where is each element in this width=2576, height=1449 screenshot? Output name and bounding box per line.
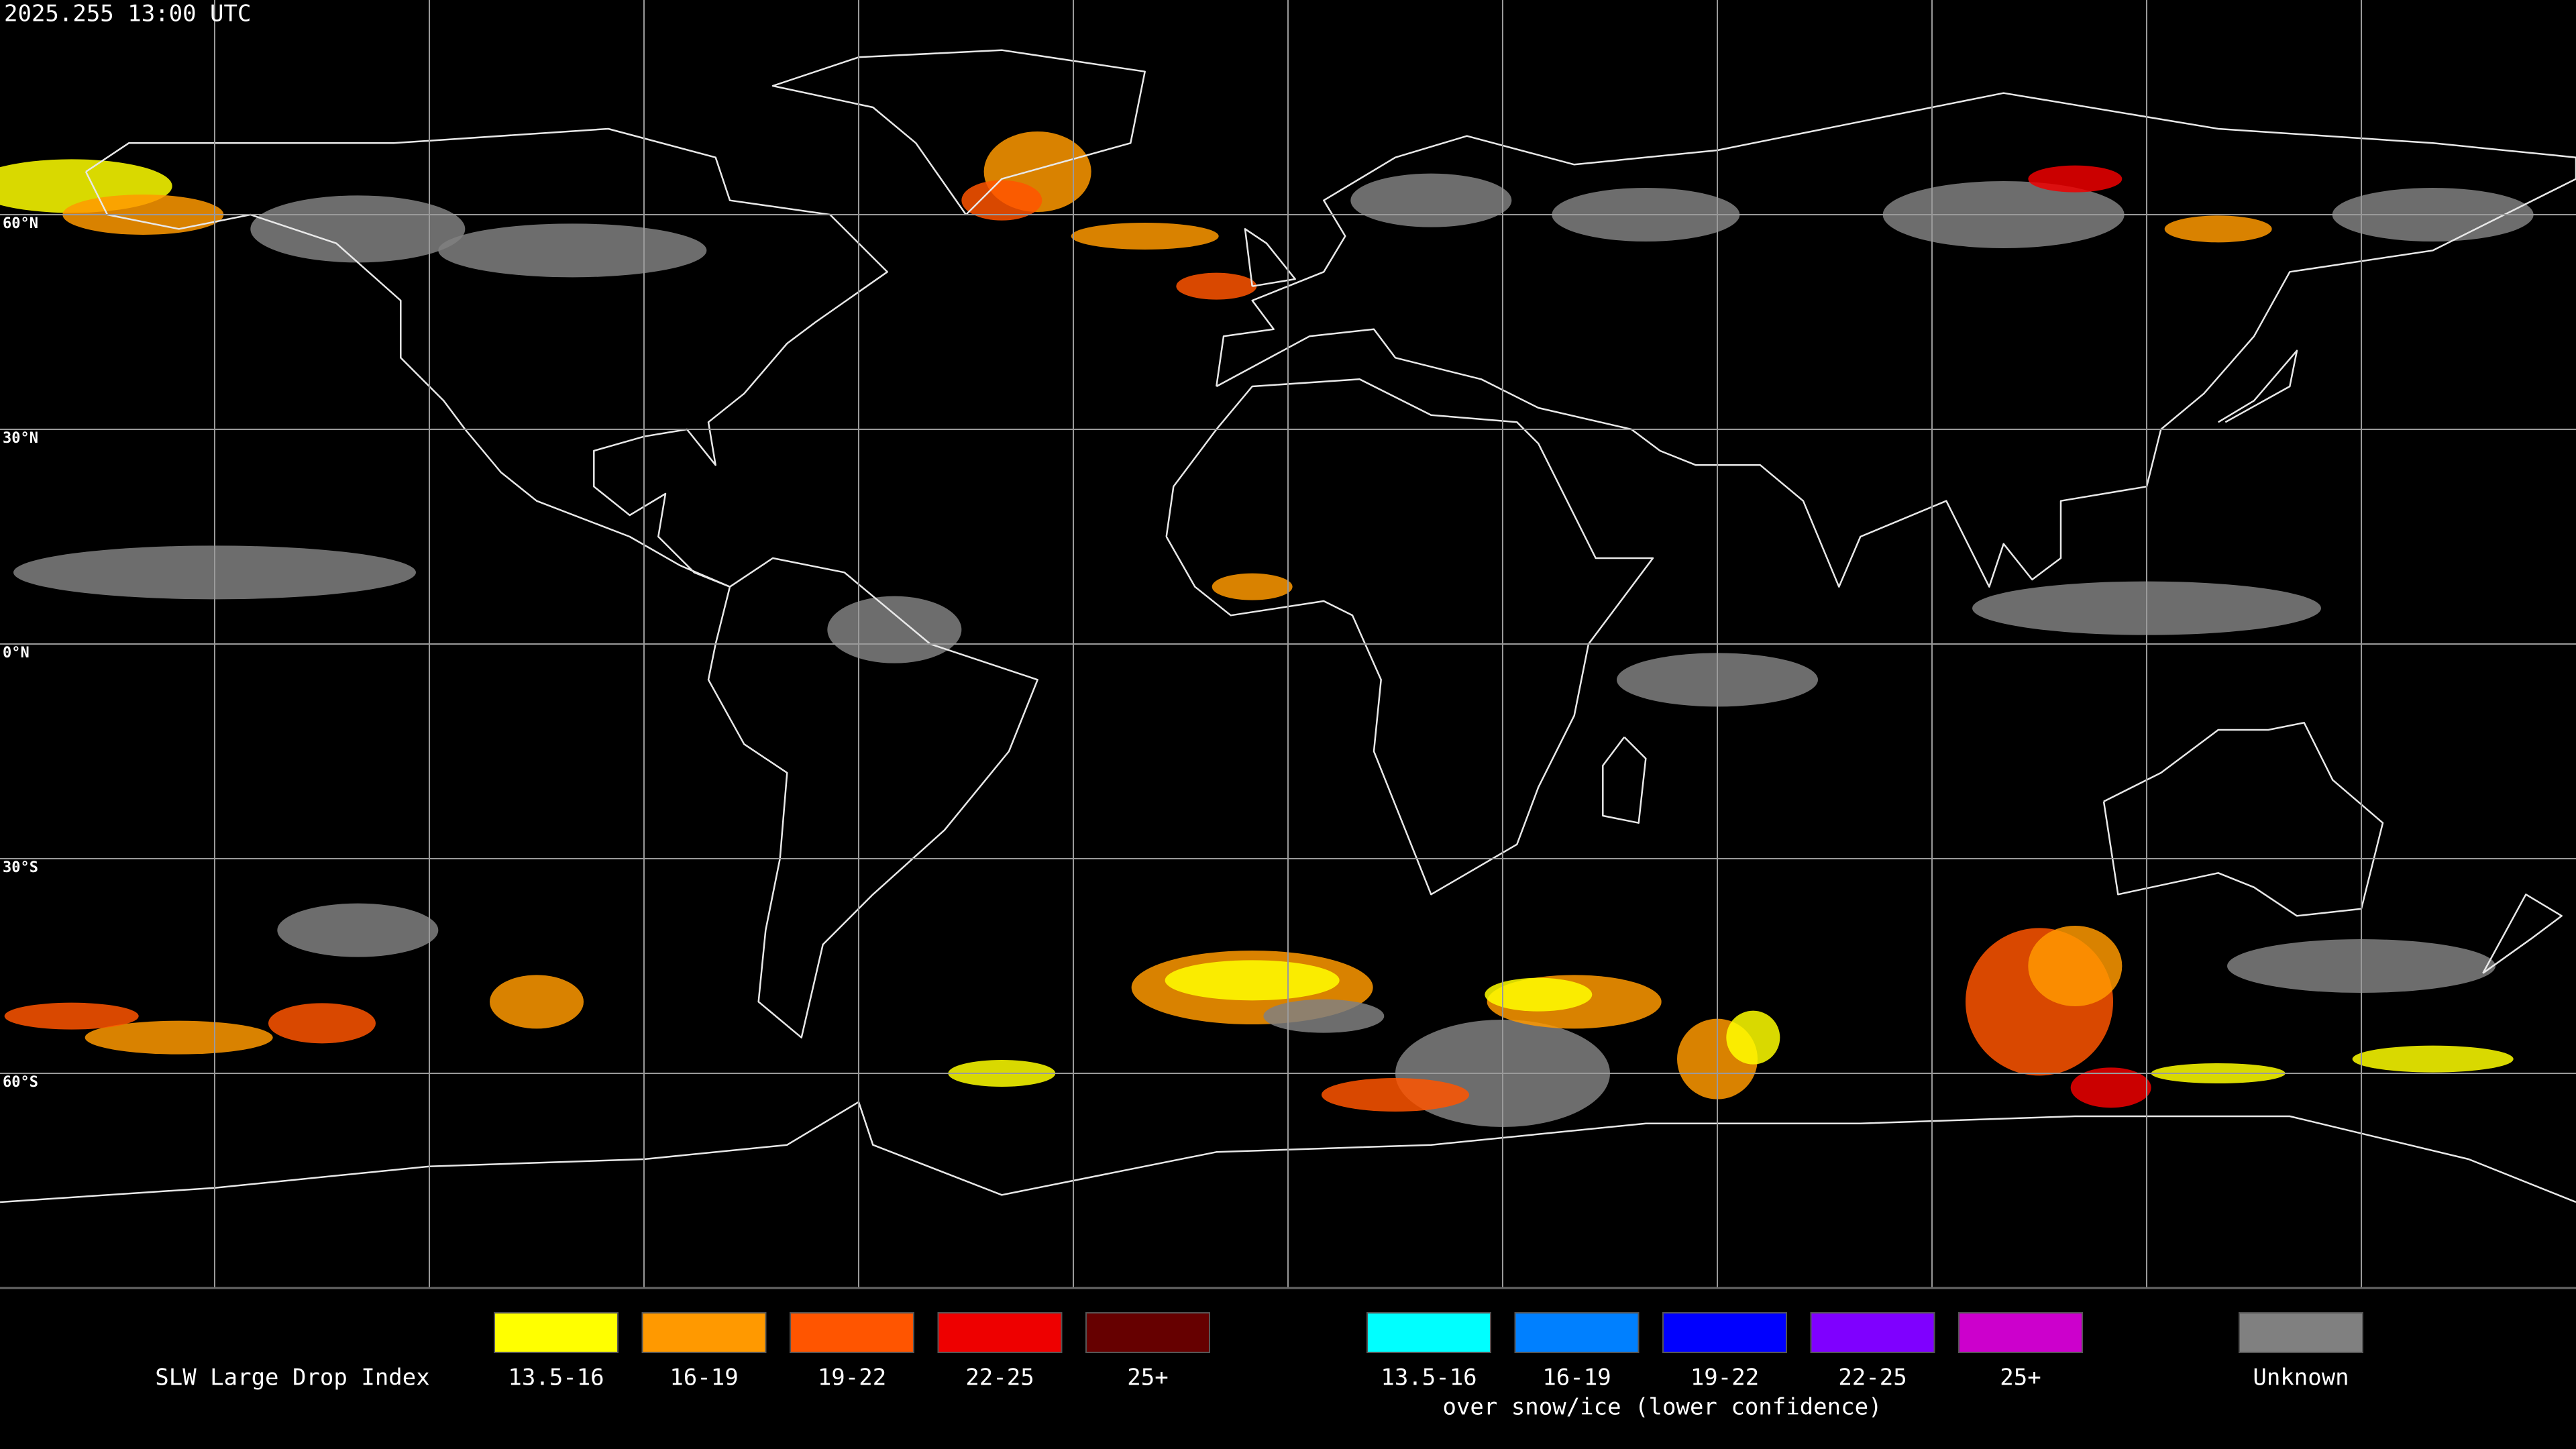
cloud-patch <box>4 1002 139 1030</box>
legend-label: 19-22 <box>1690 1364 1759 1391</box>
coastline <box>2218 350 2298 423</box>
coastlines <box>0 49 2576 1203</box>
legend-label: Unknown <box>2253 1364 2349 1391</box>
legend-label: 25+ <box>1127 1364 1168 1391</box>
coastline <box>1244 228 1296 287</box>
cloud-patch <box>2352 1045 2514 1073</box>
legend-swatch <box>1366 1312 1491 1353</box>
legend-label: 13.5-16 <box>508 1364 604 1391</box>
legend-swatch <box>641 1312 767 1353</box>
cloud-patch <box>438 223 707 278</box>
legend-caption: over snow/ice (lower confidence) <box>1442 1394 1882 1421</box>
cloud-patch <box>2028 165 2123 193</box>
legend-label: 16-19 <box>1542 1364 1611 1391</box>
legend-title: SLW Large Drop Index <box>155 1364 429 1391</box>
cloud-patch <box>1263 999 1385 1033</box>
cloud-patch <box>961 180 1042 221</box>
legend-label: 13.5-16 <box>1381 1364 1477 1391</box>
cloud-patch <box>827 596 962 663</box>
cloud-patch <box>1485 977 1593 1012</box>
legend-swatch <box>1085 1312 1210 1353</box>
coastline <box>771 49 1146 215</box>
coastline <box>2102 722 2384 917</box>
graticule <box>0 0 2576 1288</box>
cloud-patch <box>1212 573 1293 600</box>
cloud-patch <box>2164 215 2272 243</box>
cloud-patch <box>85 1020 273 1055</box>
legend-swatch <box>1810 1312 1935 1353</box>
coastline <box>1602 736 1647 824</box>
cloud-patch <box>1322 1078 1469 1112</box>
coastline <box>707 557 1038 1038</box>
latitude-label: 30°N <box>3 430 38 447</box>
cloud-patch <box>1165 960 1340 1001</box>
cloud-patch <box>1071 223 1219 250</box>
cloud-patch <box>250 195 466 263</box>
cloud-patch <box>2028 926 2123 1006</box>
latitude-label: 60°S <box>3 1074 38 1091</box>
legend-swatch <box>790 1312 914 1353</box>
legend-swatch <box>2239 1312 2363 1353</box>
legend-swatch <box>937 1312 1063 1353</box>
legend-swatch <box>1514 1312 1640 1353</box>
coastline <box>1216 92 2576 588</box>
coastline <box>1165 378 1654 896</box>
legend-label: 19-22 <box>818 1364 886 1391</box>
coastline <box>2482 894 2563 974</box>
cloud-patch <box>277 903 439 957</box>
cloud-patch <box>2070 1067 2151 1108</box>
legend-label: 25+ <box>2000 1364 2041 1391</box>
cloud-patch <box>490 975 584 1029</box>
coastline <box>85 127 888 588</box>
legend-swatch <box>494 1312 619 1353</box>
coastline <box>0 1101 2576 1203</box>
latitude-label: 30°S <box>3 859 38 876</box>
legend: SLW Large Drop Index over snow/ice (lowe… <box>155 1312 2363 1421</box>
legend-swatch <box>1662 1312 1787 1353</box>
legend-label: 22-25 <box>965 1364 1034 1391</box>
latitude-label: 0°N <box>3 645 30 661</box>
timestamp: 2025.255 13:00 UTC <box>4 1 251 28</box>
legend-label: 22-25 <box>1838 1364 1907 1391</box>
latitude-labels: 60°N 30°N 0°N 30°S 60°S <box>3 215 38 1091</box>
latitude-label: 60°N <box>3 215 38 232</box>
legend-swatch <box>1958 1312 2083 1353</box>
legend-label: 16-19 <box>669 1364 738 1391</box>
cloud-patch <box>268 1003 376 1044</box>
cloud-patch <box>1176 272 1257 300</box>
cloud-patch <box>1350 173 1512 227</box>
cloud-patch <box>1726 1010 1780 1065</box>
